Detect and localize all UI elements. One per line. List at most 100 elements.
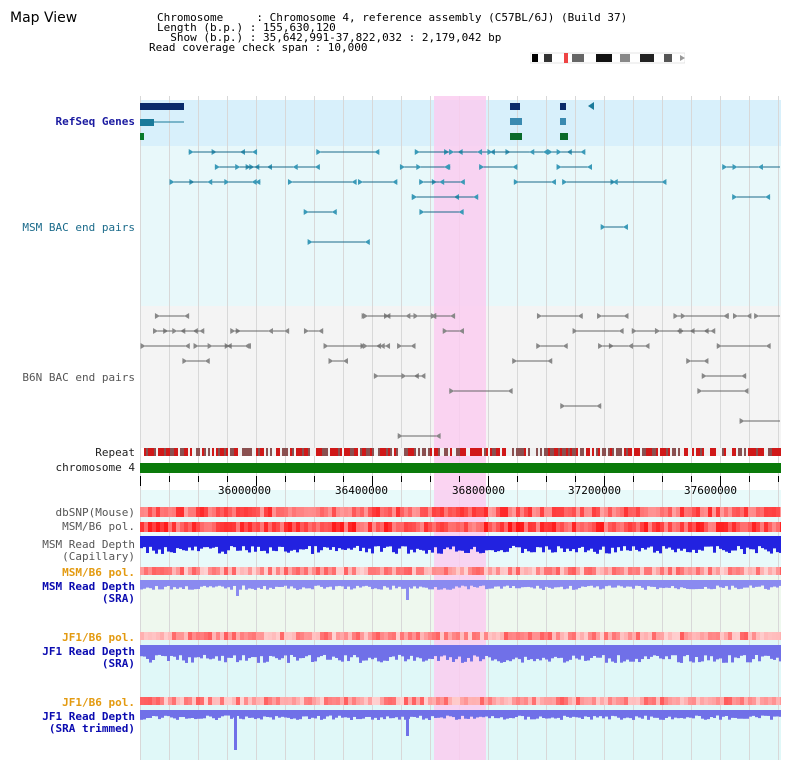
pol-heat-cell <box>180 507 184 517</box>
pol-heat-cell <box>656 697 660 705</box>
pol-heat-cell <box>684 507 688 517</box>
axis-tick <box>285 476 286 482</box>
pol-heat-cell <box>148 567 152 575</box>
repeat-segment <box>534 448 536 456</box>
depth-bar <box>158 710 161 720</box>
pol-heat-cell <box>164 697 168 705</box>
depth-bar <box>548 645 551 662</box>
grid-line <box>169 96 170 760</box>
pol-heat-cell <box>648 522 652 532</box>
depth-bar <box>164 645 167 657</box>
repeat-segment <box>250 448 252 456</box>
depth-bar <box>689 536 692 553</box>
pol-heat-cell <box>488 632 492 640</box>
repeat-segment <box>410 448 412 456</box>
repeat-segment <box>394 448 396 456</box>
genome-plot-area[interactable] <box>140 96 781 760</box>
track-label-refseq[interactable]: RefSeq Genes <box>55 115 135 128</box>
pol-heat-cell <box>220 632 224 640</box>
grid-line <box>227 96 228 760</box>
depth-bar <box>173 580 176 588</box>
track-label-msm-depth-sra[interactable]: MSM Read Depth (SRA) <box>42 580 135 605</box>
pol-heat-cell <box>480 697 484 705</box>
depth-bar <box>164 536 167 548</box>
track-label-jf1-b6-pol-2[interactable]: JF1/B6 pol. <box>62 696 135 709</box>
pol-heat-cell <box>532 507 536 517</box>
depth-bar <box>488 710 491 719</box>
repeat-segment <box>698 448 700 456</box>
pol-heat-cell <box>344 697 348 705</box>
depth-bar <box>233 536 236 548</box>
pol-heat-cell <box>512 697 516 705</box>
repeat-segment <box>224 448 226 456</box>
msm-bac-end <box>224 179 230 185</box>
depth-bar <box>578 580 581 589</box>
pol-heat-cell <box>348 632 352 640</box>
depth-bar <box>332 645 335 657</box>
pol-heat-cell <box>368 632 372 640</box>
axis-tick <box>546 476 547 482</box>
repeat-segment <box>638 448 640 456</box>
feature-tracks[interactable] <box>140 96 781 760</box>
depth-bar <box>203 710 206 719</box>
pol-heat-cell <box>680 507 684 517</box>
repeat-segment <box>168 448 170 456</box>
pol-heat-cell <box>744 522 748 532</box>
depth-bar <box>422 580 425 588</box>
pol-heat-cell <box>268 567 272 575</box>
pol-heat-cell <box>516 697 520 705</box>
track-label-jf1-b6-pol-1[interactable]: JF1/B6 pol. <box>62 631 135 644</box>
pol-heat-cell <box>532 697 536 705</box>
track-label-b6n-bac[interactable]: B6N BAC end pairs <box>22 371 135 384</box>
pol-heat-cell <box>444 567 448 575</box>
chromosome-ideogram[interactable] <box>530 52 685 64</box>
depth-bar <box>317 710 320 716</box>
track-label-msm-bac[interactable]: MSM BAC end pairs <box>22 221 135 234</box>
pol-heat-cell <box>376 697 380 705</box>
pol-heat-cell <box>188 507 192 517</box>
pol-heat-cell <box>744 632 748 640</box>
pol-heat-cell <box>176 522 180 532</box>
track-label-chromosome[interactable]: chromosome 4 <box>55 461 135 474</box>
depth-bar <box>668 536 671 548</box>
track-label-jf1-depth-sra[interactable]: JF1 Read Depth (SRA) <box>42 645 135 670</box>
depth-bar <box>551 580 554 589</box>
depth-bar <box>506 710 509 719</box>
repeat-segment <box>682 448 684 456</box>
repeat-segment <box>774 448 776 456</box>
depth-bar <box>242 710 245 720</box>
track-label-repeat[interactable]: Repeat <box>95 446 135 459</box>
depth-bar <box>596 710 599 718</box>
repeat-segment <box>304 448 306 456</box>
track-label-jf1-depth-trimmed[interactable]: JF1 Read Depth (SRA trimmed) <box>42 710 135 735</box>
depth-bar <box>320 710 323 720</box>
depth-bar <box>182 536 185 551</box>
repeat-segment <box>408 448 410 456</box>
depth-bar <box>755 580 758 587</box>
pol-heat-cell <box>564 522 568 532</box>
depth-bar <box>413 710 416 717</box>
pol-heat-cell <box>496 567 500 575</box>
pol-heat-cell <box>312 507 316 517</box>
pol-heat-cell <box>564 632 568 640</box>
depth-bar <box>524 536 527 549</box>
repeat-segment <box>602 448 604 456</box>
pol-heat-cell <box>680 567 684 575</box>
depth-bar <box>656 580 659 590</box>
track-label-msm-b6-pol-1[interactable]: MSM/B6 pol. <box>62 520 135 533</box>
depth-bar <box>395 536 398 554</box>
track-label-dbsnp[interactable]: dbSNP(Mouse) <box>55 506 135 519</box>
depth-bar <box>743 710 746 719</box>
pol-heat-cell <box>632 507 636 517</box>
track-label-msm-b6-pol-2[interactable]: MSM/B6 pol. <box>62 566 135 579</box>
repeat-segment <box>516 448 518 456</box>
depth-bar <box>302 536 305 550</box>
depth-bar <box>221 536 224 552</box>
depth-bar <box>770 710 773 720</box>
depth-bar <box>512 710 515 719</box>
repeat-segment <box>190 448 192 456</box>
track-label-msm-depth-capillary[interactable]: MSM Read Depth (Capillary) <box>42 538 135 563</box>
repeat-segment <box>328 448 330 456</box>
depth-bar <box>317 645 320 658</box>
depth-bar <box>671 645 674 656</box>
